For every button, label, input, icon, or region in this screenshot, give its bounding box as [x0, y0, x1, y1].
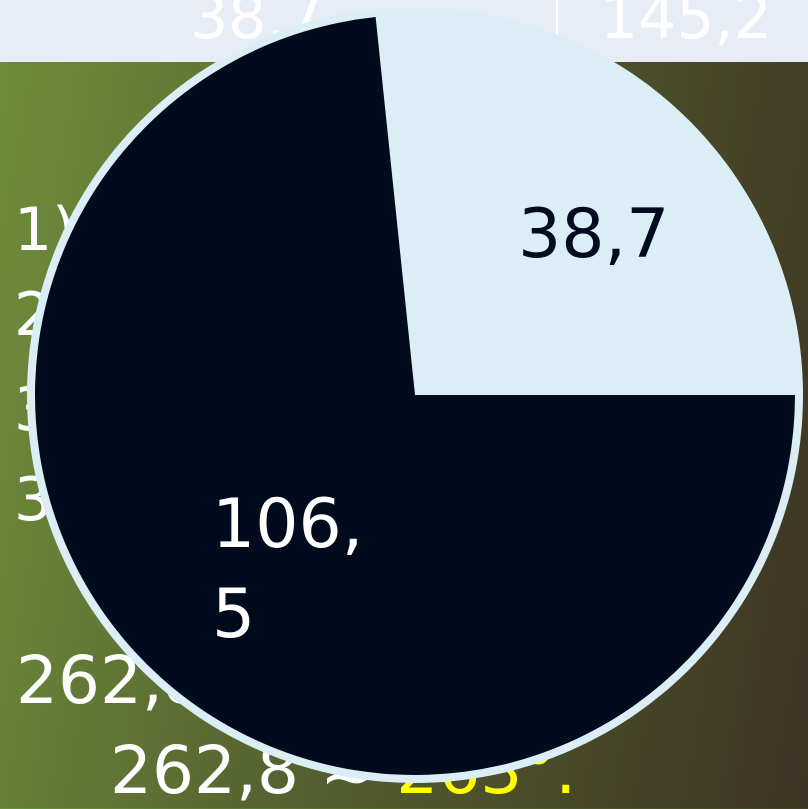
- slice-label: 38,7: [518, 195, 670, 274]
- header-cell: 145,2: [600, 0, 772, 53]
- pie-slice: [35, 17, 796, 776]
- pie-slice: [375, 14, 795, 396]
- divider: [556, 0, 558, 44]
- slice-label: 106,5: [212, 485, 364, 654]
